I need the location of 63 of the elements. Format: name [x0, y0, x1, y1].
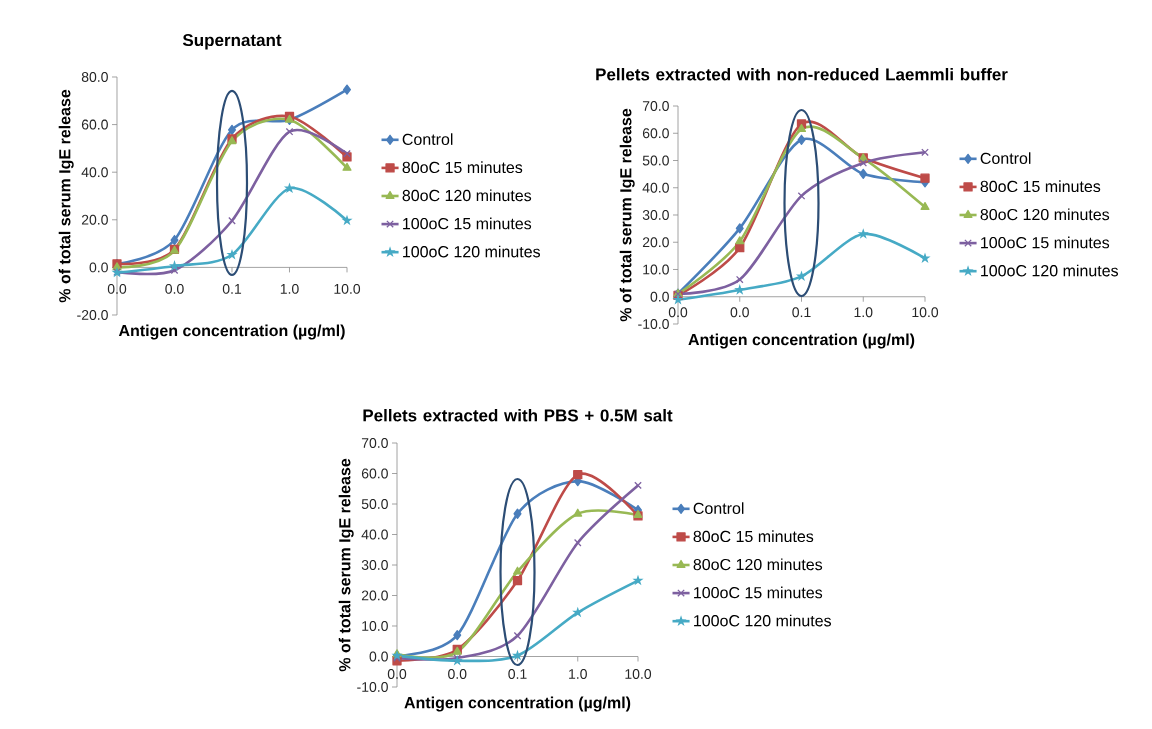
chart-title: Pellets extracted with PBS + 0.5M salt: [363, 408, 673, 422]
y-tick-label: 0.0: [369, 651, 388, 662]
y-tick-label: 0.0: [89, 262, 108, 273]
y-tick-label: 80.0: [81, 72, 108, 82]
legend-label: 100oC 120 minutes: [403, 245, 541, 258]
y-tick-label: 70.0: [642, 101, 669, 111]
y-axis-title: % of total serum IgE release: [338, 458, 354, 672]
y-tick-label: 50.0: [642, 155, 669, 166]
x-tick-label: 0.0: [107, 283, 127, 294]
y-tick-label: 10.0: [362, 621, 388, 631]
legend-label: Control: [980, 152, 1031, 165]
y-tick-label: 70.0: [361, 438, 388, 448]
y-tick-label: 10.0: [643, 264, 669, 275]
legend-label: 100oC 15 minutes: [981, 236, 1110, 249]
y-tick-label: 30.0: [642, 210, 669, 220]
legend-label: 100oC 120 minutes: [694, 614, 832, 627]
x-tick-label: 1.0: [280, 283, 299, 294]
x-tick-label: 0.0: [448, 669, 467, 679]
legend-label: 80oC 15 minutes: [402, 161, 523, 174]
y-tick-label: 50.0: [361, 499, 388, 509]
legend-label: 80oC 15 minutes: [693, 530, 814, 543]
y-tick-label: 40.0: [361, 529, 388, 540]
y-tick-label: 60.0: [642, 128, 669, 139]
x-tick-label: 0.0: [165, 283, 184, 294]
legend-label: 80oC 120 minutes: [402, 189, 532, 202]
y-tick-label: 30.0: [361, 560, 388, 570]
legend-label: 80oC 120 minutes: [693, 558, 823, 571]
x-axis-title: Antigen concentration (µg/ml): [118, 324, 345, 340]
x-tick-label: 10.0: [912, 307, 939, 318]
legend-label: 100oC 120 minutes: [981, 264, 1119, 277]
x-tick-label: 1.0: [569, 669, 587, 679]
y-tick-label: 0.0: [650, 291, 669, 302]
x-tick-label: 0.1: [222, 283, 242, 294]
y-tick-label: 40.0: [642, 182, 669, 193]
chart-title: Pellets extracted with non-reduced Laemmli buffer: [596, 67, 1008, 81]
legend-label: 80oC 15 minutes: [980, 180, 1101, 193]
x-tick-label: 10.0: [334, 283, 361, 294]
y-tick-label: 20.0: [81, 214, 108, 225]
y-tick-label: -20.0: [77, 310, 108, 320]
legend-label: 80oC 120 minutes: [980, 208, 1110, 221]
x-tick-label: 0.1: [508, 669, 527, 679]
x-tick-label: 0.0: [387, 669, 407, 679]
y-axis-title: % of total serum IgE release: [619, 108, 635, 322]
legend-label: Control: [693, 502, 744, 515]
x-tick-label: 10.0: [625, 669, 652, 679]
y-tick-label: -10.0: [638, 319, 669, 329]
y-tick-label: 60.0: [81, 119, 108, 130]
x-tick-label: 0.0: [730, 307, 749, 318]
y-tick-label: 60.0: [361, 468, 388, 479]
y-tick-label: 40.0: [81, 167, 108, 178]
legend-label: 100oC 15 minutes: [403, 217, 532, 230]
x-axis-title: Antigen concentration (µg/ml): [688, 333, 915, 349]
y-axis-title: % of total serum IgE release: [58, 89, 74, 303]
legend-label: Control: [402, 133, 453, 146]
y-tick-label: 20.0: [361, 590, 388, 601]
chart-title: Supernatant: [182, 34, 282, 50]
x-tick-label: 0.1: [792, 307, 811, 318]
y-tick-label: -10.0: [357, 682, 388, 692]
x-tick-label: 0.0: [668, 307, 688, 318]
legend-label: 100oC 15 minutes: [694, 586, 823, 599]
x-axis-title: Antigen concentration (µg/ml): [404, 696, 631, 712]
y-tick-label: 20.0: [642, 237, 669, 248]
x-tick-label: 1.0: [854, 307, 873, 318]
